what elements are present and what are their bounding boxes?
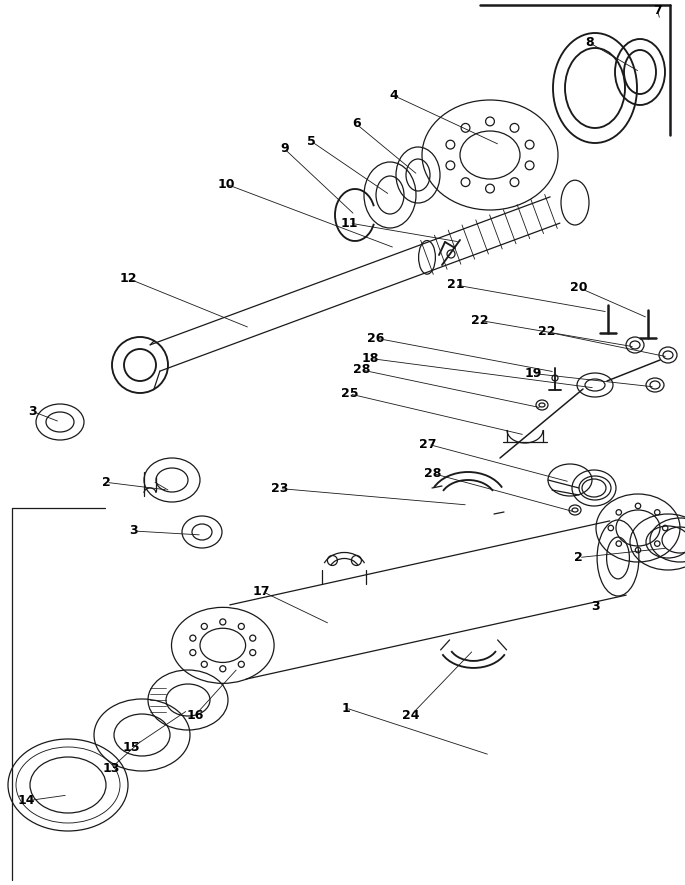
Text: 1: 1 <box>342 702 350 714</box>
Text: 2: 2 <box>102 476 110 489</box>
Text: 23: 23 <box>271 482 288 495</box>
Text: 5: 5 <box>308 135 316 148</box>
Text: 18: 18 <box>361 352 379 365</box>
Text: 3: 3 <box>129 525 138 537</box>
Text: 25: 25 <box>340 388 358 400</box>
Text: 20: 20 <box>570 281 588 294</box>
Text: 27: 27 <box>419 438 437 450</box>
Text: 11: 11 <box>340 217 358 229</box>
Text: 2: 2 <box>575 551 583 564</box>
Text: 4: 4 <box>390 89 398 102</box>
Text: 28: 28 <box>424 467 442 480</box>
Text: 21: 21 <box>447 279 464 291</box>
Text: 12: 12 <box>120 273 138 285</box>
Text: 17: 17 <box>253 585 271 597</box>
Text: 6: 6 <box>352 118 360 130</box>
Text: 10: 10 <box>217 178 235 190</box>
Text: 19: 19 <box>524 367 542 380</box>
Text: 14: 14 <box>17 795 35 807</box>
Text: 22: 22 <box>471 314 488 327</box>
Text: 16: 16 <box>186 709 204 721</box>
Text: 28: 28 <box>353 364 371 376</box>
Text: 13: 13 <box>102 762 120 774</box>
Text: 26: 26 <box>366 332 384 344</box>
Text: 3: 3 <box>592 600 600 612</box>
Text: 22: 22 <box>538 326 556 338</box>
Text: 3: 3 <box>29 405 37 418</box>
Text: 24: 24 <box>402 709 420 721</box>
Text: 15: 15 <box>123 742 140 754</box>
Text: 7: 7 <box>653 4 662 17</box>
Text: 8: 8 <box>585 36 593 49</box>
Text: 9: 9 <box>280 142 288 155</box>
